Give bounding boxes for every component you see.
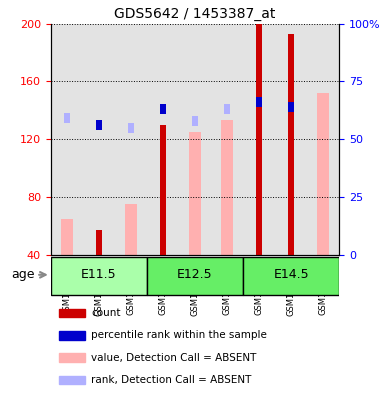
- Bar: [51, 257, 147, 294]
- Bar: [51, 24, 83, 255]
- Bar: [96, 230, 102, 255]
- Bar: [189, 132, 201, 255]
- Bar: [256, 24, 262, 255]
- Bar: [307, 24, 339, 255]
- Bar: [243, 24, 275, 255]
- Text: count: count: [91, 308, 121, 318]
- Text: E12.5: E12.5: [177, 268, 213, 281]
- Bar: [288, 34, 294, 255]
- Bar: [83, 24, 115, 255]
- Bar: [147, 24, 179, 255]
- Bar: [221, 120, 233, 255]
- Text: E11.5: E11.5: [81, 268, 117, 281]
- Text: value, Detection Call = ABSENT: value, Detection Call = ABSENT: [91, 353, 257, 363]
- Bar: [275, 24, 307, 255]
- Bar: [224, 104, 230, 114]
- Bar: [64, 113, 70, 123]
- Bar: [125, 204, 137, 255]
- Bar: [147, 257, 243, 294]
- Bar: [243, 257, 339, 294]
- Text: age: age: [11, 268, 35, 281]
- Text: E14.5: E14.5: [273, 268, 309, 281]
- Bar: [192, 116, 198, 126]
- Bar: [115, 24, 147, 255]
- Bar: [59, 353, 85, 362]
- Bar: [96, 120, 102, 130]
- Title: GDS5642 / 1453387_at: GDS5642 / 1453387_at: [114, 7, 276, 21]
- Bar: [160, 104, 166, 114]
- Bar: [288, 102, 294, 112]
- Bar: [128, 123, 134, 132]
- Bar: [59, 309, 85, 318]
- Bar: [160, 125, 166, 255]
- Bar: [317, 93, 330, 255]
- Bar: [59, 376, 85, 384]
- Bar: [179, 24, 211, 255]
- Text: rank, Detection Call = ABSENT: rank, Detection Call = ABSENT: [91, 375, 252, 385]
- Bar: [256, 97, 262, 107]
- Text: percentile rank within the sample: percentile rank within the sample: [91, 331, 267, 340]
- Bar: [211, 24, 243, 255]
- Bar: [60, 219, 73, 255]
- Bar: [59, 331, 85, 340]
